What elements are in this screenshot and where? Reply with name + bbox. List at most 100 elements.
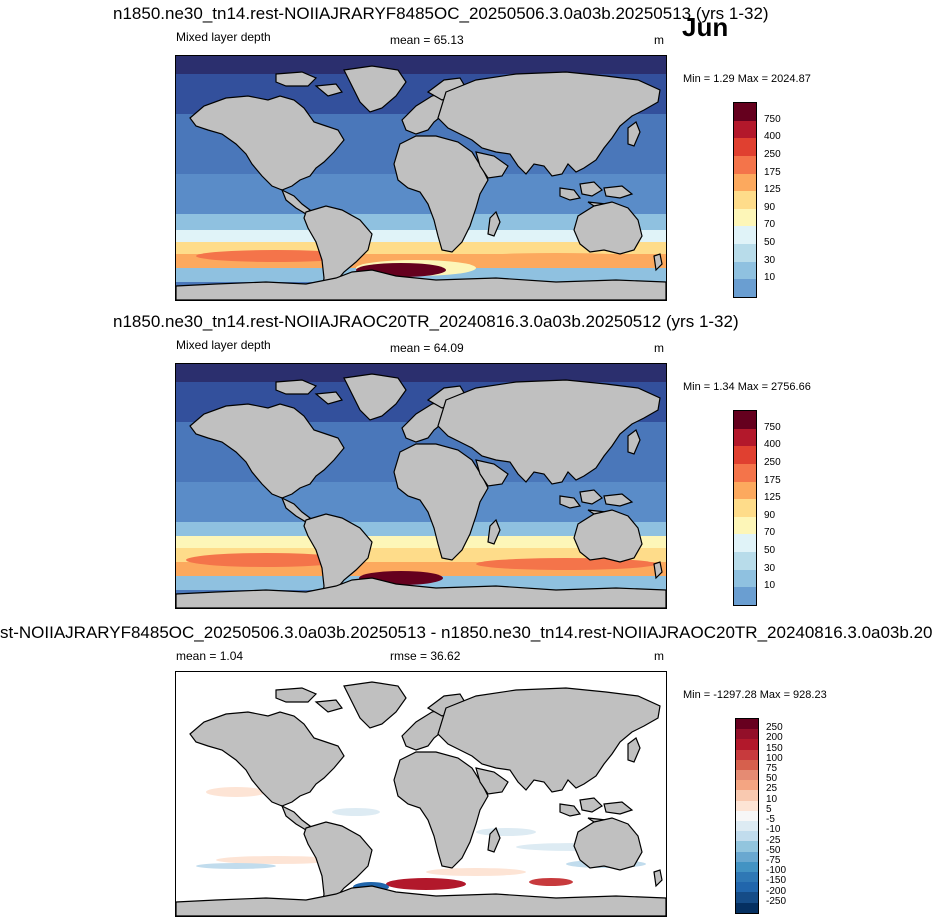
panel-1-colorbar [733, 102, 757, 298]
colorbar-tick-label: 175 [764, 474, 781, 486]
panel-3-colorbar [735, 718, 759, 914]
colorbar-segment [734, 411, 756, 429]
colorbar-segment [734, 516, 756, 535]
colorbar-tick-label: 70 [764, 527, 776, 539]
panel-1-units-label: m [654, 33, 664, 47]
colorbar-tick-label: 25 [766, 783, 778, 795]
colorbar-segment [736, 841, 758, 852]
colorbar-tick-label: -200 [766, 885, 787, 897]
colorbar-segment [736, 719, 758, 730]
colorbar-tick-label: 50 [764, 545, 776, 557]
colorbar-segment [734, 138, 756, 156]
colorbar-tick-label: -100 [766, 865, 787, 877]
panel-3-map [175, 671, 667, 917]
colorbar-tick-label: -50 [766, 844, 781, 856]
panel-2-units-label: m [654, 341, 664, 355]
panel-2-colorbar [733, 410, 757, 606]
panel-1-mean-label: mean = 65.13 [390, 33, 464, 47]
colorbar-tick-label: -5 [766, 814, 775, 826]
colorbar-segment [734, 173, 756, 192]
colorbar-tick-label: 750 [764, 113, 781, 125]
colorbar-segment [736, 831, 758, 842]
colorbar-tick-label: 100 [766, 752, 783, 764]
colorbar-segment [734, 446, 756, 464]
colorbar-segment [736, 872, 758, 883]
panel-3-title: st-NOIIAJRARYF8485OC_20250506.3.0a03b.20… [0, 623, 933, 642]
colorbar-segment [736, 800, 758, 811]
panel-2-title: n1850.ne30_tn14.rest-NOIIAJRAOC20TR_2024… [113, 312, 739, 331]
panel-3-mean-label: mean = 1.04 [176, 649, 244, 663]
colorbar-tick-label: -10 [766, 824, 781, 836]
colorbar-segment [736, 759, 758, 771]
colorbar-tick-label: -25 [766, 834, 781, 846]
colorbar-tick-label: 30 [764, 562, 776, 574]
colorbar-tick-label: 50 [764, 237, 776, 249]
colorbar-segment [736, 861, 758, 873]
colorbar-tick-label: 75 [766, 763, 778, 775]
colorbar-segment [734, 191, 756, 209]
colorbar-tick-label: 10 [764, 272, 776, 284]
colorbar-segment [736, 729, 758, 740]
colorbar-tick-label: 70 [764, 219, 776, 231]
panel-2-map [175, 363, 667, 609]
colorbar-tick-label: 175 [764, 166, 781, 178]
colorbar-tick-label: 250 [766, 722, 783, 734]
panel-1-variable-label: Mixed layer depth [176, 30, 271, 44]
colorbar-tick-label: 90 [764, 201, 776, 213]
colorbar-segment [736, 739, 758, 750]
colorbar-segment [734, 155, 756, 174]
colorbar-segment [736, 892, 758, 903]
colorbar-segment [734, 120, 756, 139]
colorbar-segment [734, 499, 756, 517]
panel-3-minmax: Min = -1297.28 Max = 928.23 [683, 689, 827, 701]
colorbar-tick-label: 125 [764, 492, 781, 504]
colorbar-tick-label: 250 [764, 456, 781, 468]
colorbar-segment [734, 103, 756, 121]
panel-1-title: n1850.ne30_tn14.rest-NOIIAJRARYF8485OC_2… [113, 4, 769, 23]
colorbar-tick-label: -75 [766, 854, 781, 866]
month-label: Jun [682, 12, 729, 42]
colorbar-segment [734, 587, 756, 605]
colorbar-segment [734, 552, 756, 570]
colorbar-segment [734, 208, 756, 227]
colorbar-tick-label: 5 [766, 803, 772, 815]
colorbar-tick-label: 50 [766, 773, 778, 785]
colorbar-tick-label: 150 [766, 742, 783, 754]
panel-2-variable-label: Mixed layer depth [176, 338, 271, 352]
panel-1-map [175, 55, 667, 301]
colorbar-segment [734, 463, 756, 482]
panel-2-minmax: Min = 1.34 Max = 2756.66 [683, 381, 811, 393]
colorbar-segment [736, 749, 758, 760]
colorbar-segment [734, 569, 756, 588]
colorbar-segment [734, 534, 756, 552]
colorbar-tick-label: 200 [766, 732, 783, 744]
colorbar-tick-label: 10 [766, 793, 778, 805]
panel-3-rmse-label: rmse = 36.62 [390, 649, 461, 663]
colorbar-segment [736, 821, 758, 832]
colorbar-tick-label: 90 [764, 509, 776, 521]
colorbar-segment [736, 882, 758, 893]
panel-2-mean-label: mean = 64.09 [390, 341, 464, 355]
colorbar-tick-label: 125 [764, 184, 781, 196]
colorbar-segment [736, 851, 758, 862]
colorbar-segment [734, 226, 756, 244]
colorbar-tick-label: 400 [764, 131, 781, 143]
colorbar-segment [734, 481, 756, 500]
colorbar-segment [736, 902, 758, 913]
panel-3-units-label: m [654, 649, 664, 663]
colorbar-segment [734, 279, 756, 297]
colorbar-tick-label: 400 [764, 439, 781, 451]
colorbar-segment [734, 261, 756, 280]
colorbar-tick-label: 30 [764, 254, 776, 266]
colorbar-tick-label: 250 [764, 148, 781, 160]
colorbar-segment [736, 810, 758, 822]
colorbar-tick-label: -150 [766, 875, 787, 887]
colorbar-tick-label: -250 [766, 895, 787, 907]
colorbar-tick-label: 10 [764, 580, 776, 592]
colorbar-segment [736, 780, 758, 791]
colorbar-segment [734, 428, 756, 447]
colorbar-tick-label: 750 [764, 421, 781, 433]
colorbar-segment [734, 244, 756, 262]
colorbar-segment [736, 770, 758, 781]
panel-1-minmax: Min = 1.29 Max = 2024.87 [683, 73, 811, 85]
